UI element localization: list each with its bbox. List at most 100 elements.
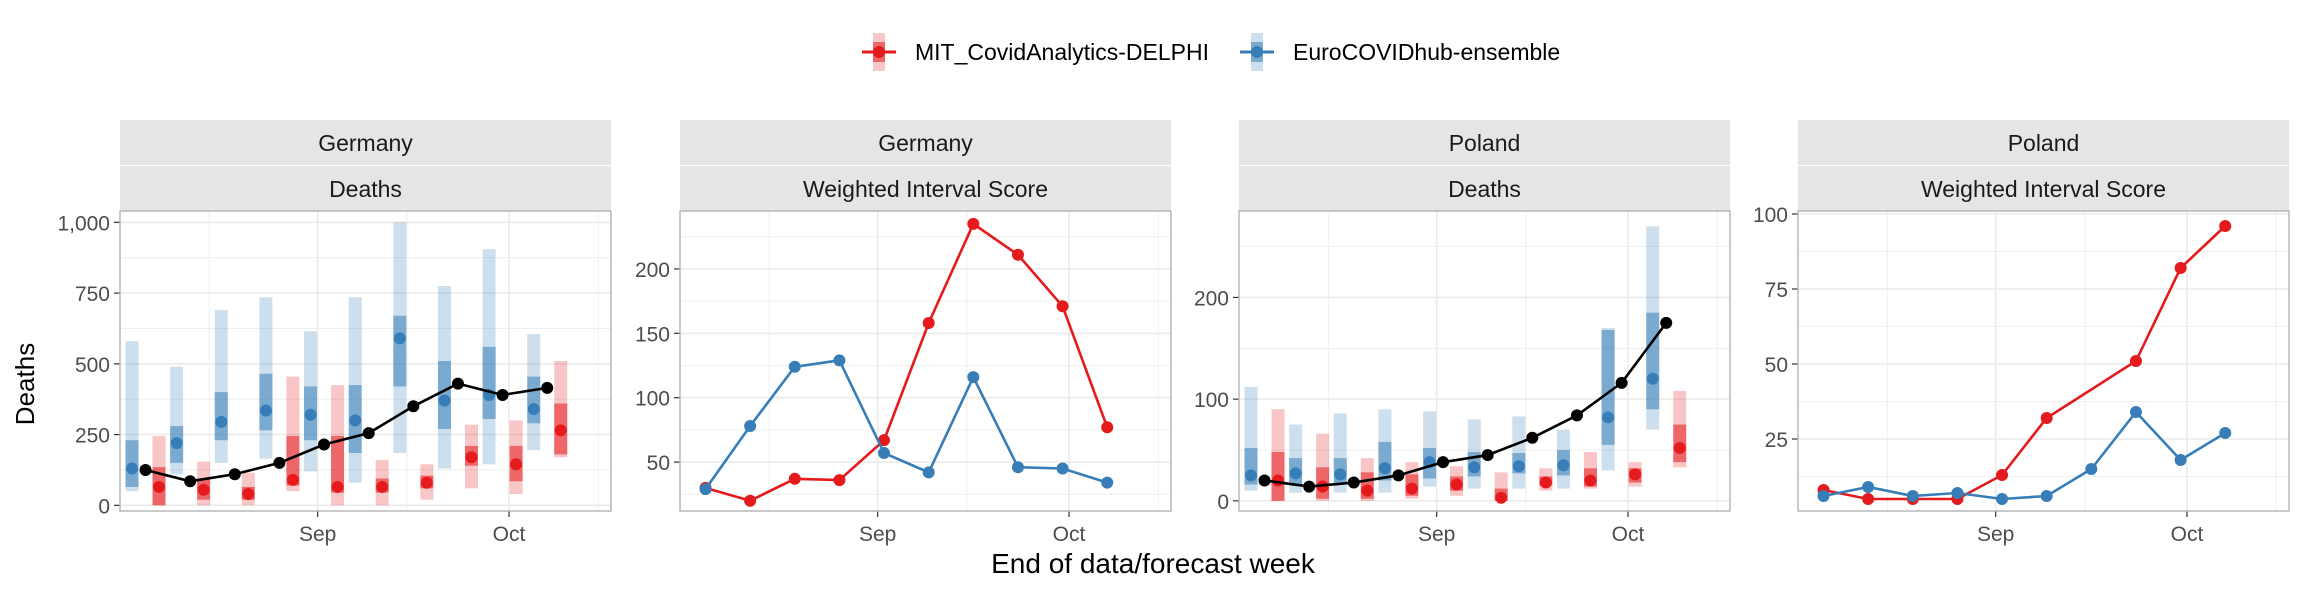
median-point — [1629, 468, 1642, 481]
score-point — [878, 434, 891, 447]
series-mit — [699, 217, 1114, 507]
score-point — [833, 474, 846, 487]
panel-border — [679, 210, 1172, 512]
median-point — [1557, 459, 1570, 472]
score-point — [2129, 406, 2142, 418]
score-line — [705, 221, 1109, 503]
score-point — [2219, 427, 2232, 439]
score-point — [1011, 461, 1024, 474]
x-axis-title: End of data/forecast week — [991, 548, 1316, 579]
y-tick-label: 250 — [75, 425, 110, 448]
strip-background — [680, 120, 1171, 165]
score-point — [922, 466, 935, 479]
score-point — [967, 217, 980, 230]
strip-metric: Weighted Interval Score — [1921, 176, 2166, 202]
strip-background — [120, 120, 611, 165]
panel-1: Germany Deaths 0 250 500 750 1,000 Sep Oct — [57, 120, 612, 546]
median-point — [242, 488, 255, 501]
score-point — [699, 483, 712, 496]
gridlines — [1797, 211, 2289, 511]
x-tick-label: Sep — [1977, 523, 2014, 546]
median-point — [1468, 461, 1481, 474]
score-point — [1101, 421, 1114, 434]
y-tick-label: 200 — [635, 259, 670, 282]
interval-50 — [1378, 441, 1392, 481]
score-point — [2085, 463, 2098, 475]
score-point — [744, 494, 757, 507]
strip-location: Poland — [1449, 130, 1521, 156]
strip-location: Germany — [878, 130, 973, 156]
score-point — [2129, 355, 2142, 367]
strip-metric: Deaths — [329, 176, 402, 202]
median-point — [376, 480, 389, 493]
score-line — [704, 358, 1108, 490]
y-tick-label: 1,000 — [57, 212, 110, 235]
observed-line — [145, 382, 548, 483]
x-tick-label: Sep — [859, 523, 896, 546]
observed-point — [1615, 376, 1628, 389]
score-line — [1823, 225, 2227, 501]
x-tick-label: Oct — [1612, 523, 1645, 546]
panel-border — [1238, 210, 1731, 512]
interval-50 — [331, 436, 345, 493]
interval-50 — [259, 373, 273, 431]
median-point — [438, 394, 451, 407]
y-tick-label: 100 — [1753, 204, 1788, 227]
x-tick-label: Oct — [2171, 523, 2204, 546]
median-point — [510, 458, 523, 471]
interval-50 — [1646, 312, 1660, 410]
score-point — [1011, 248, 1024, 261]
score-point — [1101, 476, 1114, 489]
strip-background — [120, 166, 611, 211]
y-tick-label: 50 — [647, 452, 670, 475]
y-tick-label: 0 — [1217, 491, 1229, 514]
panel-2: Germany Weighted Interval Score 50 100 150 20… — [635, 120, 1172, 546]
observed-point — [1258, 474, 1271, 487]
y-tick-label: 500 — [75, 354, 110, 377]
score-point — [1906, 490, 1919, 502]
panel-border — [1797, 210, 2290, 512]
strip-location: Poland — [2008, 130, 2080, 156]
panel-border — [119, 210, 612, 512]
score-point — [833, 354, 846, 367]
legend-label: EuroCOVIDhub-ensemble — [1293, 39, 1560, 65]
median-point — [197, 483, 210, 496]
score-point — [1951, 487, 1964, 499]
median-point — [286, 473, 299, 486]
y-tick-label: 0 — [98, 495, 110, 518]
x-tick-label: Oct — [493, 523, 526, 546]
y-tick-label: 150 — [635, 323, 670, 346]
interval-50 — [393, 315, 407, 387]
score-point — [2040, 412, 2053, 424]
strip-metric: Weighted Interval Score — [803, 176, 1048, 202]
observed-point — [362, 427, 375, 440]
median-point — [1289, 467, 1302, 480]
observed-point — [407, 400, 420, 413]
y-tick-label: 25 — [1765, 429, 1788, 452]
median-point — [1450, 478, 1463, 491]
series-euro — [125, 222, 541, 492]
median-point — [304, 408, 317, 421]
observed-point — [273, 456, 286, 469]
series-euro — [1817, 406, 2232, 505]
observed-point — [1570, 409, 1583, 422]
median-point — [1334, 468, 1347, 481]
median-point — [215, 415, 228, 428]
y-tick-label: 50 — [1765, 354, 1788, 377]
observed-point — [318, 438, 331, 451]
strip-background — [1239, 166, 1730, 211]
median-point — [393, 332, 406, 345]
series-euro — [699, 354, 1114, 496]
interval-50 — [527, 376, 541, 424]
series-observed — [139, 377, 554, 488]
score-point — [1056, 462, 1069, 475]
legend-key-point — [873, 46, 885, 58]
legend-key-point — [1251, 46, 1263, 58]
strip-background — [1239, 120, 1730, 165]
panel-3: Poland Deaths 0 100 200 Sep Oct — [1194, 120, 1731, 546]
legend: MIT_CovidAnalytics-DELPHI EuroCOVIDhub-en… — [862, 33, 1560, 71]
y-tick-label: 100 — [635, 388, 670, 411]
interval-50 — [1601, 329, 1615, 445]
score-point — [1817, 490, 1830, 502]
median-point — [153, 480, 166, 493]
